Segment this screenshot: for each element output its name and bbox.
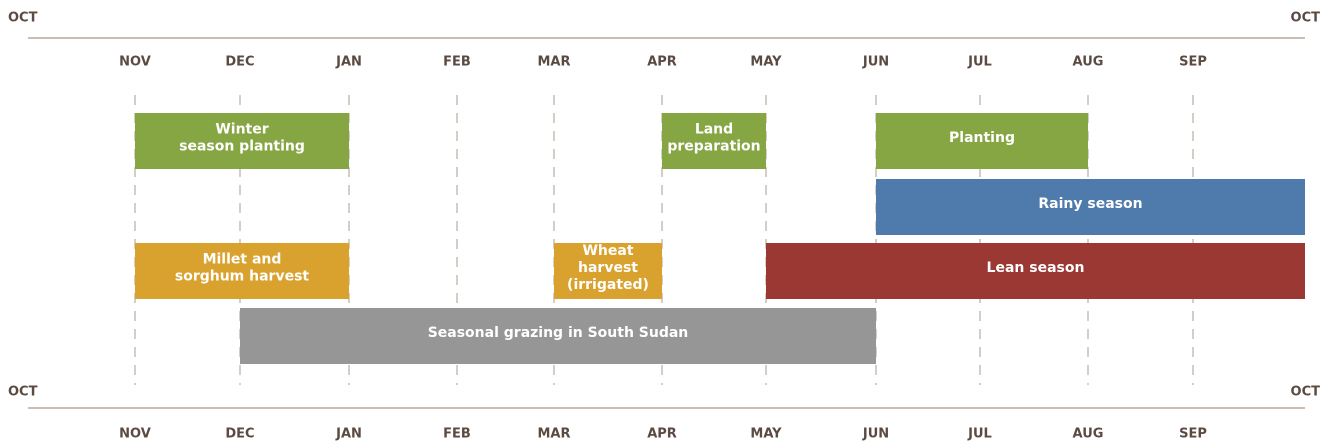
activity-bar <box>135 113 349 169</box>
activity-bar <box>876 113 1088 169</box>
month-label: SEP <box>1179 427 1207 442</box>
month-label: FEB <box>443 55 471 70</box>
month-label: APR <box>647 55 677 70</box>
activity-label: Rainy season <box>1038 196 1142 212</box>
month-label: JUN <box>862 55 889 70</box>
month-label: NOV <box>119 427 151 442</box>
month-label: OCT <box>1291 385 1321 400</box>
month-label: NOV <box>119 55 151 70</box>
activity-label: Winter <box>215 122 268 138</box>
activity-label: preparation <box>667 139 760 155</box>
month-label: JUN <box>862 427 889 442</box>
month-label: OCT <box>8 385 38 400</box>
activity-label: sorghum harvest <box>175 269 310 285</box>
activity-label: Seasonal grazing in South Sudan <box>428 325 689 341</box>
month-label: MAR <box>537 427 570 442</box>
month-label: JUL <box>967 427 992 442</box>
month-label: JUL <box>967 55 992 70</box>
month-label: APR <box>647 427 677 442</box>
activity-bar <box>766 243 1305 299</box>
month-label: JAN <box>335 427 362 442</box>
activity-bar <box>135 243 349 299</box>
month-label: AUG <box>1073 55 1104 70</box>
month-label: MAR <box>537 55 570 70</box>
month-label: SEP <box>1179 55 1207 70</box>
activity-label: Lean season <box>987 260 1085 276</box>
activity-label: (irrigated) <box>567 277 649 293</box>
activity-label: Land <box>695 122 733 138</box>
month-label: OCT <box>1291 11 1321 26</box>
activity-label: Wheat <box>582 243 633 259</box>
activity-bar <box>554 243 662 299</box>
activity-bar <box>240 308 876 364</box>
activity-label: harvest <box>578 260 638 276</box>
activity-bar <box>876 179 1305 235</box>
month-label: DEC <box>225 427 254 442</box>
month-label: MAY <box>750 55 782 70</box>
month-label: MAY <box>750 427 782 442</box>
activity-label: Millet and <box>203 252 282 268</box>
activity-label: Planting <box>949 130 1015 146</box>
month-label: JAN <box>335 55 362 70</box>
month-label: AUG <box>1073 427 1104 442</box>
activity-bar <box>662 113 766 169</box>
month-label: OCT <box>8 11 38 26</box>
activity-label: season planting <box>179 139 305 155</box>
month-label: FEB <box>443 427 471 442</box>
month-label: DEC <box>225 55 254 70</box>
